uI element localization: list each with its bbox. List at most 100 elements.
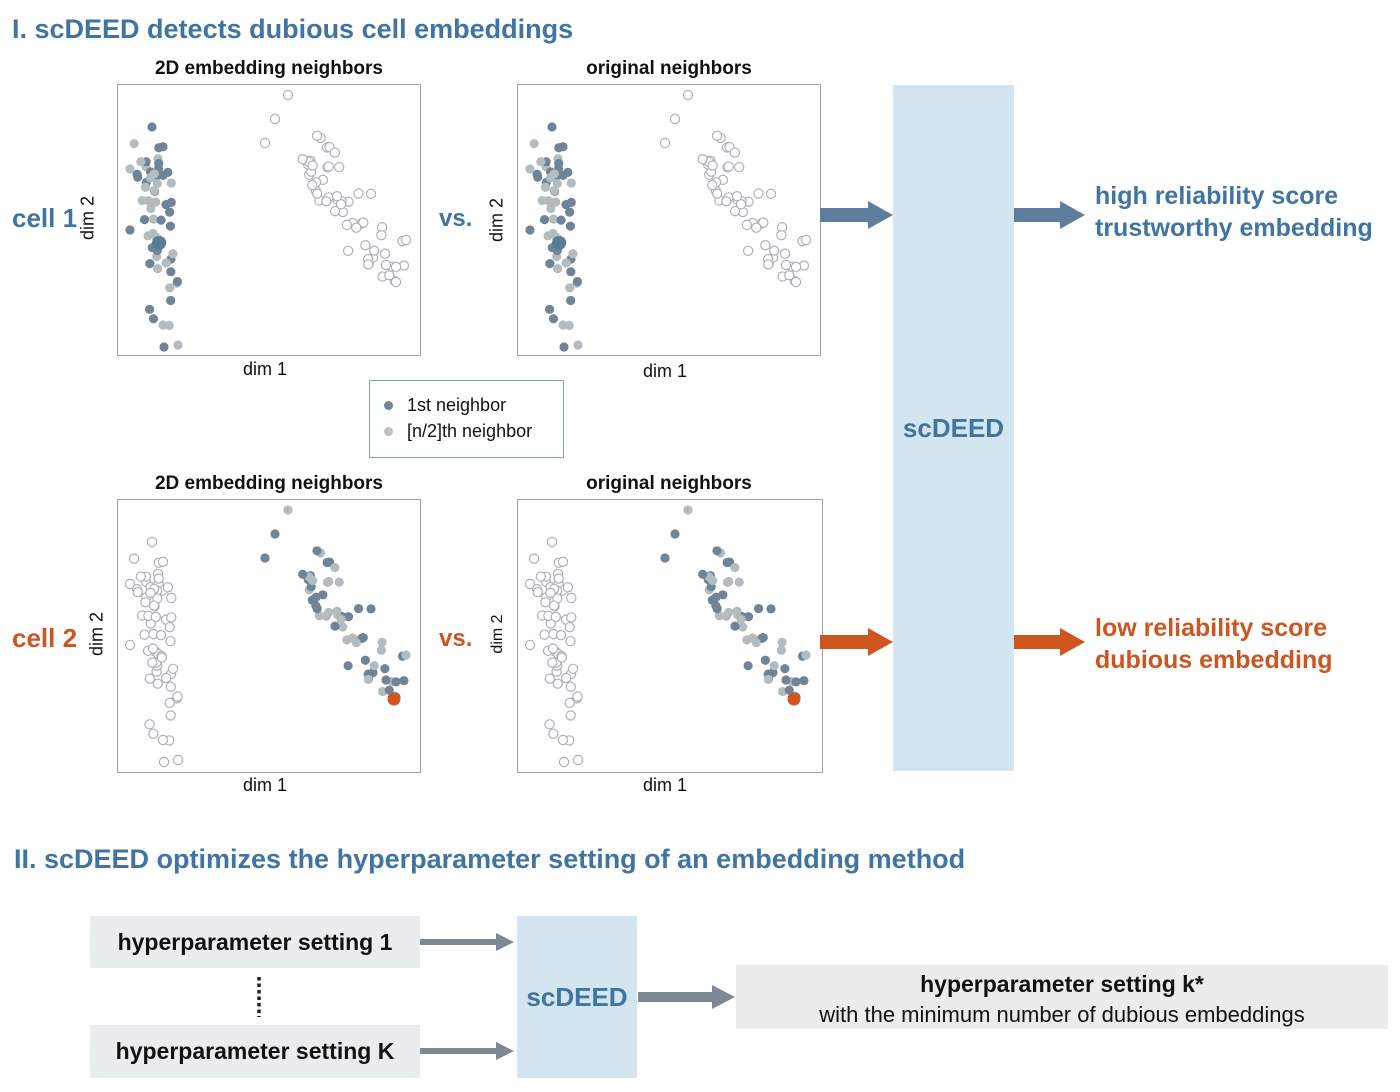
scatter-point bbox=[566, 295, 576, 306]
scatter-point bbox=[529, 139, 539, 149]
scatter-point bbox=[563, 167, 573, 177]
scatter-point bbox=[136, 156, 146, 167]
scatter-point bbox=[163, 167, 173, 177]
scatter-point bbox=[165, 710, 176, 721]
scatter-point bbox=[550, 611, 561, 623]
scatter-point bbox=[790, 276, 802, 288]
optimal-setting-box: hyperparameter setting k* with the minim… bbox=[736, 965, 1388, 1029]
scatter-point bbox=[365, 188, 377, 200]
scatter-point bbox=[800, 234, 812, 246]
scatter-point bbox=[165, 283, 175, 293]
scatter-point bbox=[157, 734, 169, 746]
hyperparameter-setting-1-label: hyperparameter setting 1 bbox=[117, 928, 393, 955]
scatter-point bbox=[564, 621, 575, 633]
section-2-title: II. scDEED optimizes the hyperparameter … bbox=[14, 844, 966, 874]
right-arrow-icon bbox=[1014, 201, 1085, 229]
scatter-point bbox=[551, 197, 561, 207]
xlabel-embedding-row1: dim 1 bbox=[243, 359, 288, 379]
scatter-point bbox=[545, 259, 555, 269]
scatter-point bbox=[760, 240, 771, 251]
right-arrow-icon bbox=[420, 1042, 514, 1060]
scatter-point bbox=[723, 161, 734, 172]
scatter-point bbox=[559, 342, 569, 352]
scatter-point bbox=[283, 505, 293, 515]
scatter-point bbox=[147, 657, 158, 668]
scatter-point bbox=[384, 685, 394, 695]
scatter-point bbox=[711, 188, 723, 199]
scatter-point bbox=[742, 635, 752, 645]
scatter-point bbox=[351, 222, 362, 233]
scatter-point bbox=[572, 754, 584, 766]
scatter-point bbox=[282, 89, 294, 101]
scatter-point bbox=[532, 586, 543, 598]
scatter-point bbox=[781, 675, 791, 685]
scatter-point bbox=[763, 674, 773, 685]
scatter-point bbox=[729, 205, 741, 217]
scatter-point bbox=[158, 320, 168, 330]
scatter-point bbox=[784, 685, 794, 695]
scatter-point bbox=[732, 606, 742, 616]
scatter-point bbox=[156, 652, 168, 663]
scatter-point bbox=[734, 577, 744, 587]
vs-label-row2: vs. bbox=[439, 625, 473, 652]
result-cell2-line1: low reliability score bbox=[1095, 614, 1328, 642]
scatter-point bbox=[164, 697, 175, 709]
scatter-point bbox=[698, 569, 708, 579]
scatter-point bbox=[172, 276, 182, 287]
scatter-point bbox=[154, 158, 164, 169]
scatter-point bbox=[358, 632, 368, 643]
scatter-point bbox=[329, 147, 341, 158]
scatter-point bbox=[730, 562, 740, 573]
scatter-point bbox=[341, 219, 353, 231]
scatter-point bbox=[158, 756, 170, 768]
scatter-point bbox=[331, 191, 343, 202]
scatter-point bbox=[401, 650, 411, 660]
scatter-point bbox=[533, 172, 543, 182]
scatter-point bbox=[145, 304, 155, 314]
scatter-point bbox=[329, 205, 341, 217]
scatter-point bbox=[557, 734, 569, 746]
scatter-point bbox=[128, 553, 140, 564]
scatter-point bbox=[758, 217, 769, 228]
scatter-point bbox=[743, 612, 754, 622]
scatter-point bbox=[360, 240, 371, 251]
scatter-point bbox=[799, 675, 809, 686]
ylabel-embedding-row2: dim 2 bbox=[86, 611, 107, 657]
scatter-point bbox=[330, 621, 340, 631]
scatter-point bbox=[125, 164, 135, 174]
hyperparameter-setting-1-box: hyperparameter setting 1 bbox=[90, 916, 420, 968]
scdeed-panel: scDEED bbox=[893, 85, 1014, 771]
xlabel-embedding-row2: dim 1 bbox=[243, 775, 288, 795]
scatter-point bbox=[730, 621, 740, 631]
scatter-point bbox=[558, 142, 568, 152]
scatter-point bbox=[146, 536, 158, 548]
scatter-point bbox=[166, 592, 177, 604]
scatter-point bbox=[143, 196, 154, 206]
scatter-point bbox=[314, 611, 324, 621]
scatter-point bbox=[524, 639, 536, 651]
legend-item-half-neighbor: [n/2]th neighbor bbox=[384, 421, 532, 442]
scatter-point bbox=[151, 197, 161, 207]
scatter-point bbox=[660, 553, 670, 563]
scatter-point bbox=[369, 245, 380, 256]
scatter-point bbox=[572, 276, 582, 287]
scatter-point bbox=[161, 258, 171, 268]
scatter-point bbox=[545, 173, 555, 183]
scatter-plot-embedding-cell2 bbox=[117, 499, 421, 773]
scatter-point bbox=[553, 264, 563, 274]
scatter-point bbox=[547, 657, 558, 668]
scatter-point bbox=[165, 207, 175, 217]
scatter-points-original-cell1 bbox=[525, 89, 812, 352]
cell-1-label: cell 1 bbox=[12, 203, 78, 233]
scatter-point bbox=[153, 573, 164, 584]
scatter-point bbox=[380, 259, 392, 271]
scatter-point bbox=[566, 267, 576, 277]
scatter-point bbox=[166, 197, 176, 208]
scatter-point bbox=[561, 258, 571, 268]
scatter-point bbox=[152, 236, 166, 250]
scatter-point bbox=[552, 678, 563, 689]
scatter-point bbox=[139, 215, 150, 225]
scatter-point bbox=[157, 556, 169, 567]
scatter-point bbox=[353, 188, 364, 199]
scatter-point bbox=[697, 154, 708, 165]
